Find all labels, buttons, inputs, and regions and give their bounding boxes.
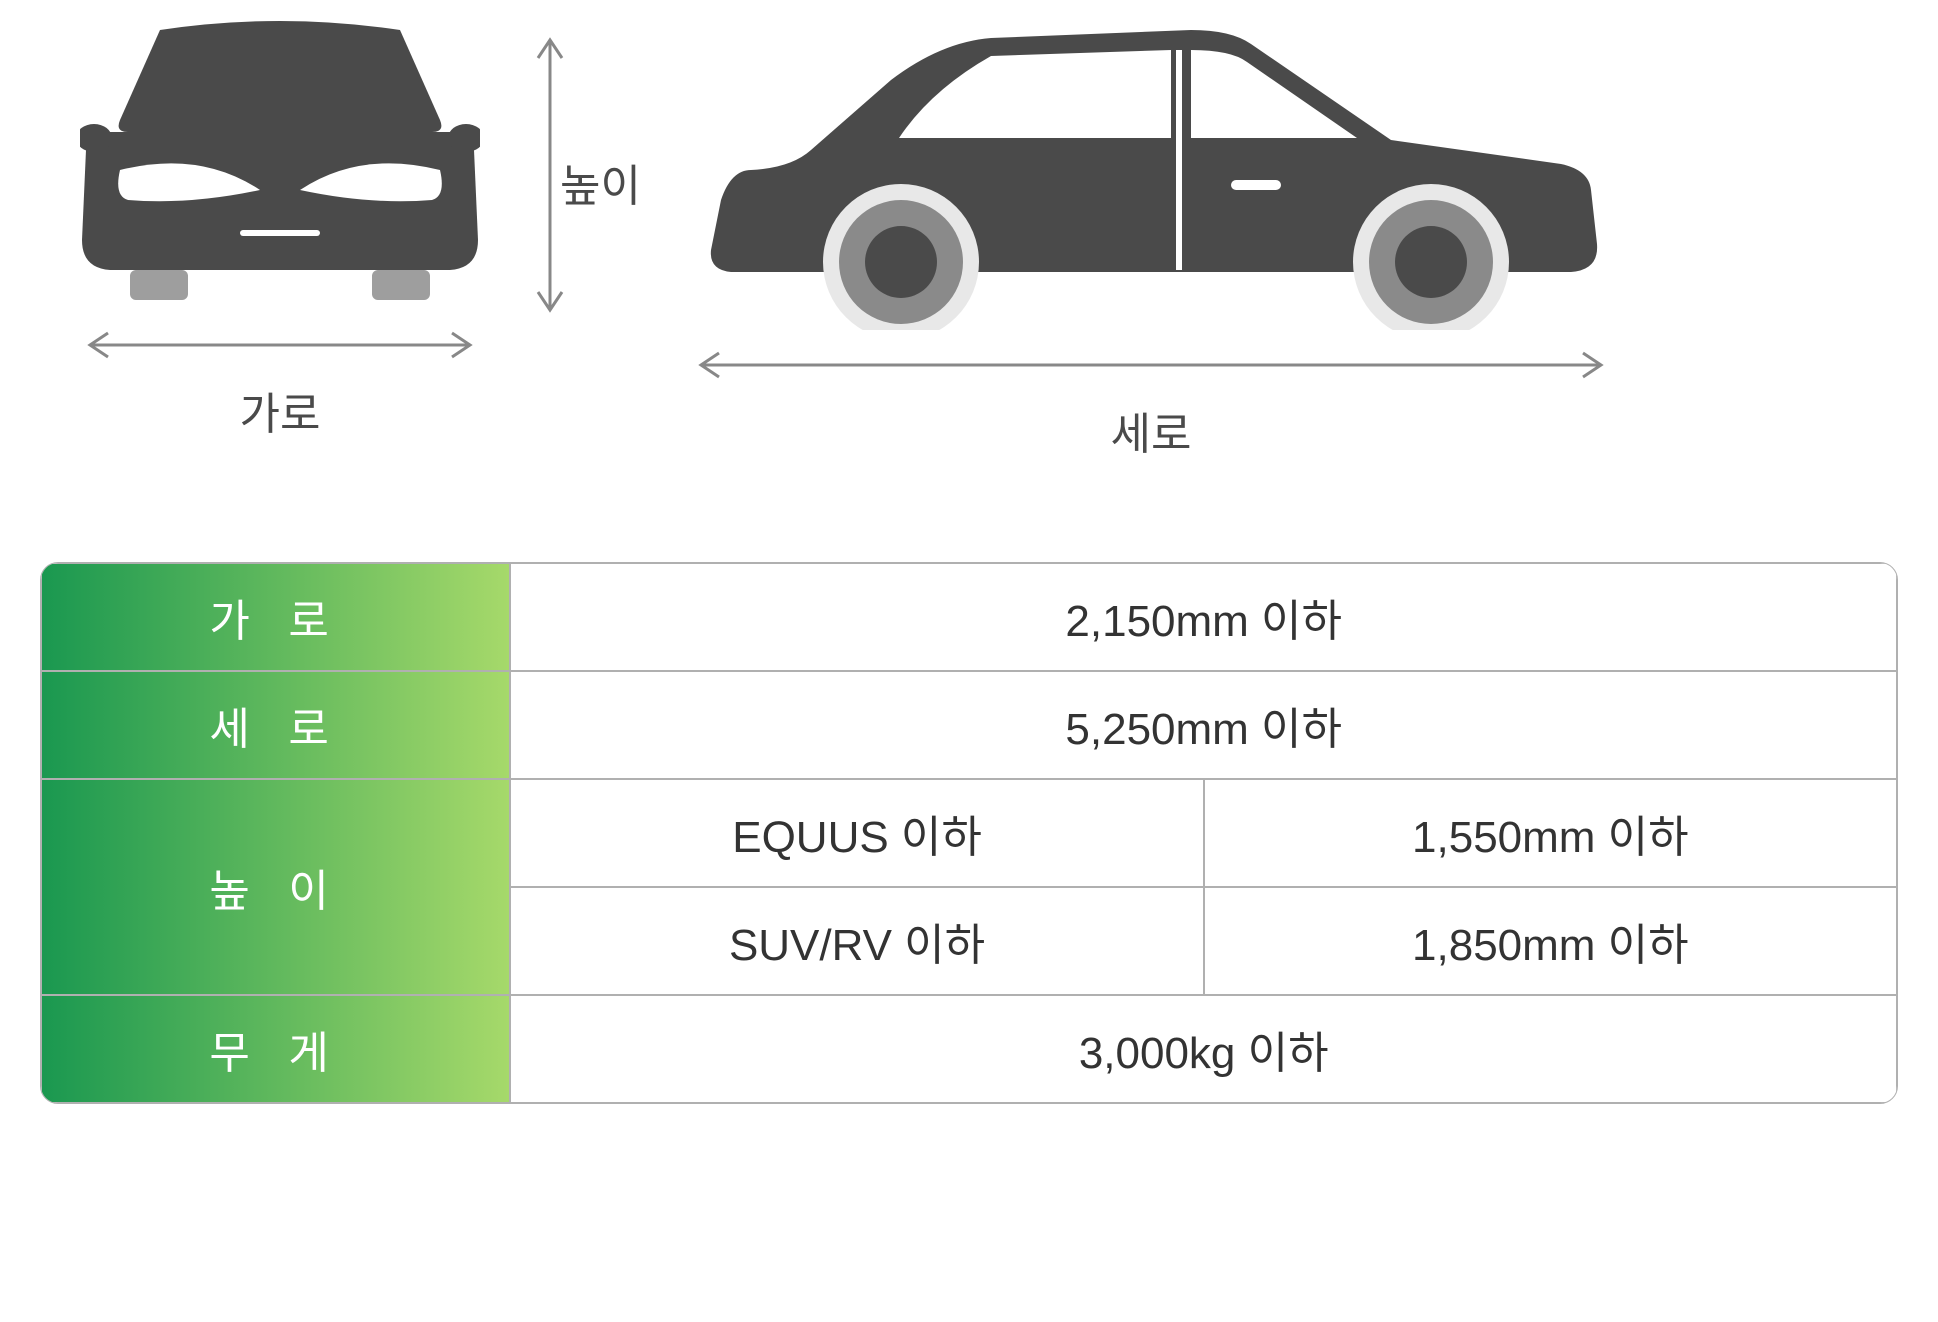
spec-table: 가 로 2,150mm 이하 세 로 5,250mm 이하 높 이 EQUUS … bbox=[40, 562, 1898, 1104]
width-label: 가로 bbox=[240, 378, 321, 442]
sub-value: 1,850mm 이하 bbox=[1204, 887, 1897, 995]
row-header: 무 게 bbox=[41, 995, 510, 1103]
length-label: 세로 bbox=[1110, 398, 1191, 462]
row-value: 5,250mm 이하 bbox=[510, 671, 1897, 779]
car-side-icon bbox=[691, 20, 1611, 330]
sub-key: EQUUS 이하 bbox=[510, 779, 1203, 887]
side-view-block: 세로 bbox=[691, 20, 1611, 462]
table-row: 높 이 EQUUS 이하 1,550mm 이하 bbox=[41, 779, 1897, 887]
dimension-diagram: 가로 높이 bbox=[40, 20, 1898, 522]
table-row: 세 로 5,250mm 이하 bbox=[41, 671, 1897, 779]
sub-key: SUV/RV 이하 bbox=[510, 887, 1203, 995]
row-value: 2,150mm 이하 bbox=[510, 563, 1897, 671]
sub-value: 1,550mm 이하 bbox=[1204, 779, 1897, 887]
width-arrow-icon bbox=[80, 330, 480, 360]
front-view-block: 가로 높이 bbox=[80, 20, 601, 442]
table-row: 무 게 3,000kg 이하 bbox=[41, 995, 1897, 1103]
row-value: 3,000kg 이하 bbox=[510, 995, 1897, 1103]
height-label: 높이 bbox=[560, 150, 641, 214]
table-row: 가 로 2,150mm 이하 bbox=[41, 563, 1897, 671]
row-header: 높 이 bbox=[41, 779, 510, 995]
length-arrow-icon bbox=[691, 350, 1611, 380]
row-header: 가 로 bbox=[41, 563, 510, 671]
row-header: 세 로 bbox=[41, 671, 510, 779]
car-front-icon bbox=[80, 20, 480, 310]
